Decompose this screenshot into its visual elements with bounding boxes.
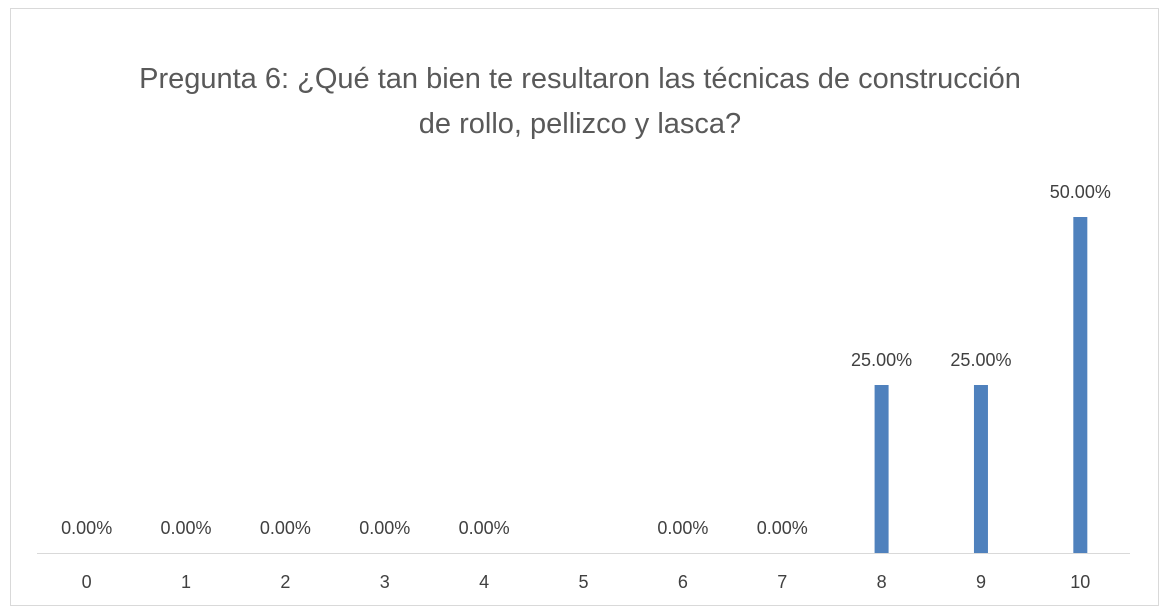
data-label: 0.00%	[359, 518, 410, 538]
data-label: 0.00%	[61, 518, 112, 538]
data-label: 0.00%	[161, 518, 212, 538]
data-label: 0.00%	[260, 518, 311, 538]
x-tick-label: 7	[777, 572, 787, 592]
x-tick-label: 6	[678, 572, 688, 592]
x-tick-label: 10	[1070, 572, 1090, 592]
data-label: 50.00%	[1050, 182, 1111, 202]
chart-title: Pregunta 6: ¿Qué tan bien te resultaron …	[139, 63, 1021, 140]
bar	[874, 385, 889, 553]
x-tick-label: 3	[380, 572, 390, 592]
data-label: 0.00%	[657, 518, 708, 538]
data-label: 0.00%	[757, 518, 808, 538]
x-tick-label: 9	[976, 572, 986, 592]
x-tick-label: 0	[82, 572, 92, 592]
data-label: 25.00%	[950, 350, 1011, 370]
data-label: 0.00%	[459, 518, 510, 538]
x-tick-label: 2	[280, 572, 290, 592]
x-tick-label: 5	[578, 572, 588, 592]
x-tick-label: 1	[181, 572, 191, 592]
data-label: 25.00%	[851, 350, 912, 370]
bar	[973, 385, 988, 553]
x-tick-label: 4	[479, 572, 489, 592]
x-tick-label: 8	[877, 572, 887, 592]
bar	[1073, 217, 1088, 553]
